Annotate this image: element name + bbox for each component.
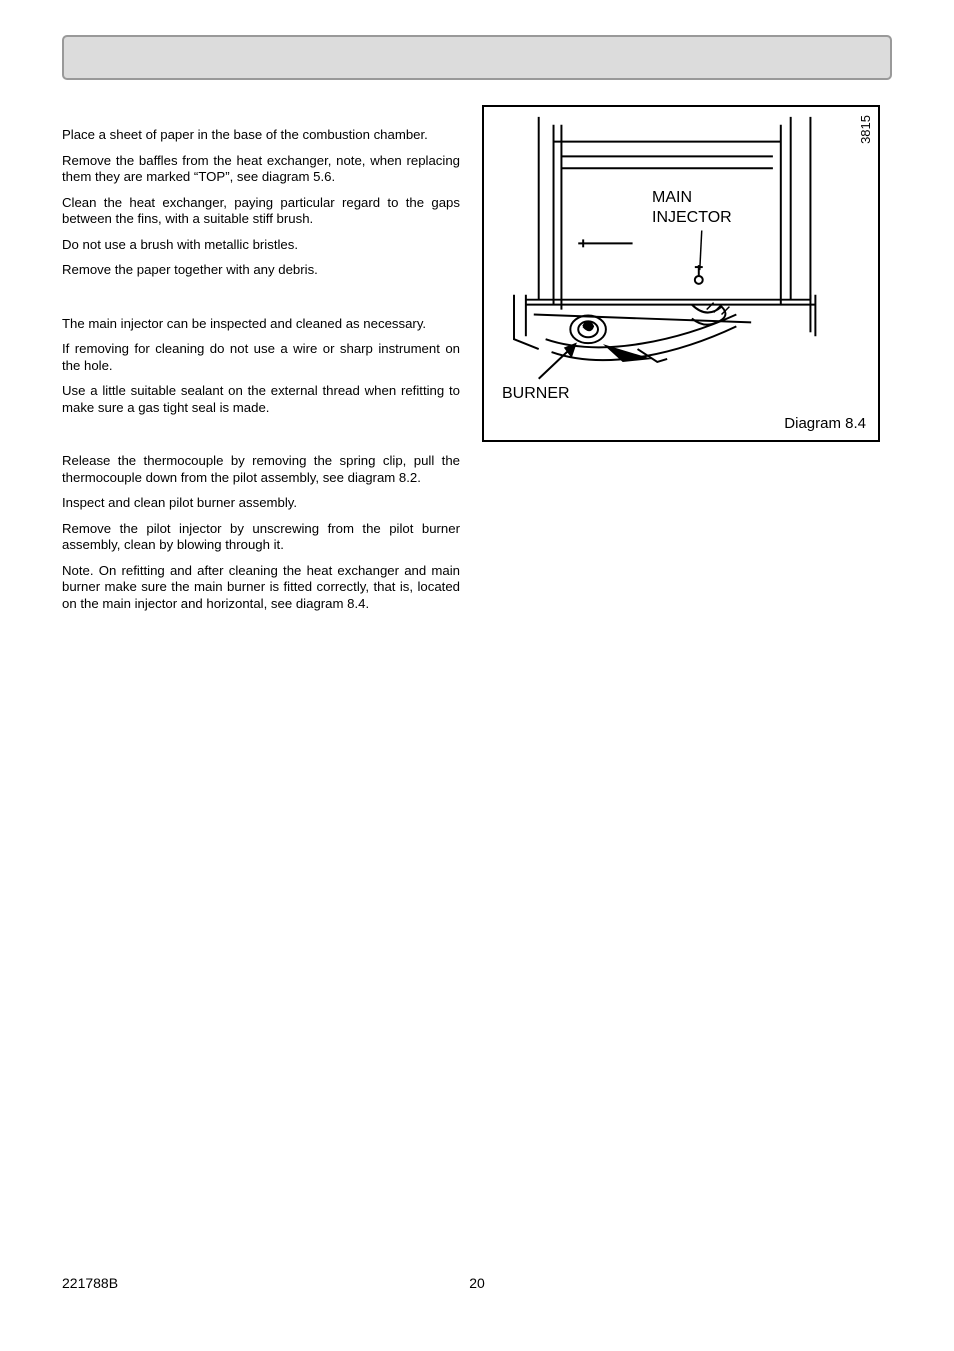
diagram-label-injector: INJECTOR — [652, 209, 732, 227]
paragraph: Remove the baffles from the heat exchang… — [62, 153, 460, 186]
paragraph: Remove the paper together with any debri… — [62, 262, 460, 279]
paragraph: The main injector can be inspected and c… — [62, 316, 460, 333]
page: Place a sheet of paper in the base of th… — [0, 0, 954, 1351]
header-band — [62, 35, 892, 80]
right-column: MAIN INJECTOR BURNER Diagram 8.4 3815 — [482, 105, 880, 621]
diagram-container: MAIN INJECTOR BURNER Diagram 8.4 3815 — [482, 105, 880, 442]
diagram-caption: Diagram 8.4 — [784, 415, 866, 432]
content-columns: Place a sheet of paper in the base of th… — [62, 105, 892, 621]
footer-page-number: 20 — [0, 1275, 954, 1291]
paragraph: If removing for cleaning do not use a wi… — [62, 341, 460, 374]
paragraph: Use a little suitable sealant on the ext… — [62, 383, 460, 416]
diagram-label-burner: BURNER — [502, 385, 570, 403]
diagram-label-main: MAIN — [652, 189, 692, 207]
left-column: Place a sheet of paper in the base of th… — [62, 105, 460, 621]
paragraph: Release the thermocouple by removing the… — [62, 453, 460, 486]
paragraph: Place a sheet of paper in the base of th… — [62, 127, 460, 144]
paragraph: Note. On refitting and after cleaning th… — [62, 563, 460, 613]
paragraph: Do not use a brush with metallic bristle… — [62, 237, 460, 254]
paragraph: Remove the pilot injector by unscrewing … — [62, 521, 460, 554]
paragraph: Inspect and clean pilot burner assembly. — [62, 495, 460, 512]
diagram-code: 3815 — [858, 115, 873, 144]
paragraph: Clean the heat exchanger, paying particu… — [62, 195, 460, 228]
